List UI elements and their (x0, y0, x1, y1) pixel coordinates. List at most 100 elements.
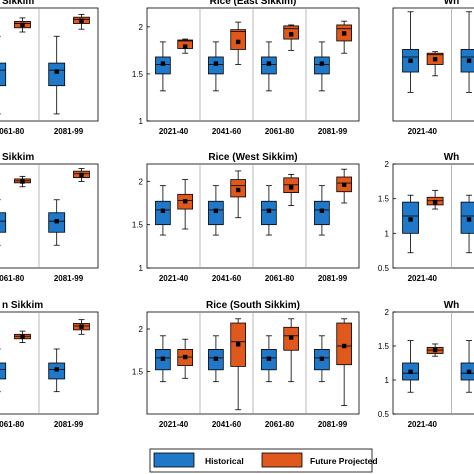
mean-marker (432, 199, 438, 205)
panel-row2-col2: Rice (West Sikkim) 1 1.5 2 2021-40 2041-60 206… (132, 152, 360, 283)
category-label: 2061-80 (0, 127, 25, 136)
box-historical (261, 41, 277, 92)
mean-marker (288, 32, 294, 37)
mean-marker (266, 61, 272, 66)
category-label: 2061-80 (265, 127, 295, 136)
mean-marker (288, 335, 294, 340)
legend-label-projected: Future Projected (310, 456, 378, 466)
box-historical (402, 11, 419, 93)
y-tick-label: 2 (385, 308, 390, 317)
mean-marker (432, 347, 438, 353)
box-historical (460, 340, 474, 393)
panel-title: Wh (444, 300, 460, 311)
category-label: 2021-40 (159, 127, 189, 136)
box-projected (283, 24, 299, 51)
category-label: 2081-99 (318, 420, 348, 429)
y-tick-label: 1 (385, 229, 390, 238)
y-tick-label: 1.5 (132, 368, 144, 377)
box-projected (14, 330, 31, 344)
box-historical (0, 199, 7, 246)
box-historical (48, 199, 66, 246)
panel-title: Rice (South Sikkim) (206, 300, 300, 311)
category-label: 2081-99 (54, 274, 84, 283)
panel-title: Rice (East Sikkim) (210, 0, 297, 7)
box-historical (48, 35, 66, 115)
mean-marker (54, 219, 59, 224)
box-projected (14, 175, 31, 188)
mean-marker (79, 172, 84, 178)
legend-swatch-historical (153, 452, 195, 468)
box-historical (208, 41, 224, 92)
box-projected (336, 318, 352, 406)
box-projected (177, 338, 193, 379)
mean-marker (160, 208, 166, 213)
box-projected (73, 13, 90, 30)
category-label: 2081-99 (318, 274, 348, 283)
box-historical (155, 41, 171, 92)
box-historical (48, 348, 66, 393)
y-tick-label: 1 (139, 117, 144, 126)
box-projected (336, 20, 352, 54)
category-label: 2061-80 (265, 274, 295, 283)
box-projected (283, 318, 299, 383)
panel-row1-col1: Sikkim 2061-80 2081-99 (0, 0, 99, 136)
mean-marker (341, 31, 347, 36)
mean-marker (466, 369, 472, 375)
mean-marker (182, 199, 188, 204)
mean-marker (20, 334, 25, 340)
panel-title: Rice (West Sikkim) (208, 152, 297, 163)
mean-marker (235, 342, 241, 347)
y-tick-label: 1 (385, 376, 390, 385)
box-historical (460, 194, 474, 254)
panel-title: Sikkim (2, 152, 34, 163)
box-historical (402, 340, 419, 393)
mean-marker (79, 18, 84, 23)
box-historical (261, 335, 277, 383)
box-projected (230, 170, 246, 219)
mean-marker (466, 217, 472, 222)
mean-marker (213, 61, 219, 66)
category-label: 2041-60 (212, 127, 242, 136)
box-projected (14, 17, 31, 33)
mean-marker (20, 22, 25, 28)
mean-marker (288, 185, 294, 190)
category-label: 2021-40 (159, 420, 189, 429)
legend-label-historical: Historical (205, 456, 244, 466)
mean-marker (319, 356, 325, 361)
y-tick-label: 2 (139, 177, 144, 186)
panel-title: Sikkim (2, 0, 34, 7)
panels-layer: Sikkim 2061-80 2081-99 Rice (East Sikkim) 1 1… (0, 0, 474, 429)
mean-marker (182, 354, 188, 360)
legend-frame (149, 448, 373, 473)
y-tick-label: 0.5 (378, 410, 390, 419)
box-historical (208, 185, 224, 236)
category-label: 2021-40 (408, 274, 438, 283)
y-tick-label: 0.5 (378, 264, 390, 273)
mean-marker (79, 324, 84, 329)
panel-title: Wh (444, 152, 460, 163)
box-historical (155, 335, 171, 383)
category-label: 2041-60 (212, 274, 242, 283)
category-label: 2081-99 (54, 127, 84, 136)
y-tick-label: 2 (139, 325, 144, 334)
mean-marker (235, 39, 241, 45)
mean-marker (213, 208, 219, 213)
category-label: 2081-99 (54, 420, 84, 429)
category-label: 2061-80 (265, 420, 295, 429)
mean-marker (54, 367, 59, 372)
box-historical (0, 35, 7, 115)
box-historical (155, 185, 171, 236)
box-projected (336, 168, 352, 204)
box-projected (283, 173, 299, 207)
y-tick-label: 1.5 (132, 221, 144, 230)
panel-row1-col2: Rice (East Sikkim) 1 1.5 2 2021-40 2041-60 206… (132, 0, 360, 136)
category-label: 2061-80 (0, 420, 25, 429)
box-historical (0, 348, 7, 393)
y-tick-label: 1 (139, 264, 144, 273)
mean-marker (160, 356, 166, 361)
category-label: 2081-99 (318, 127, 348, 136)
mean-marker (182, 44, 188, 49)
